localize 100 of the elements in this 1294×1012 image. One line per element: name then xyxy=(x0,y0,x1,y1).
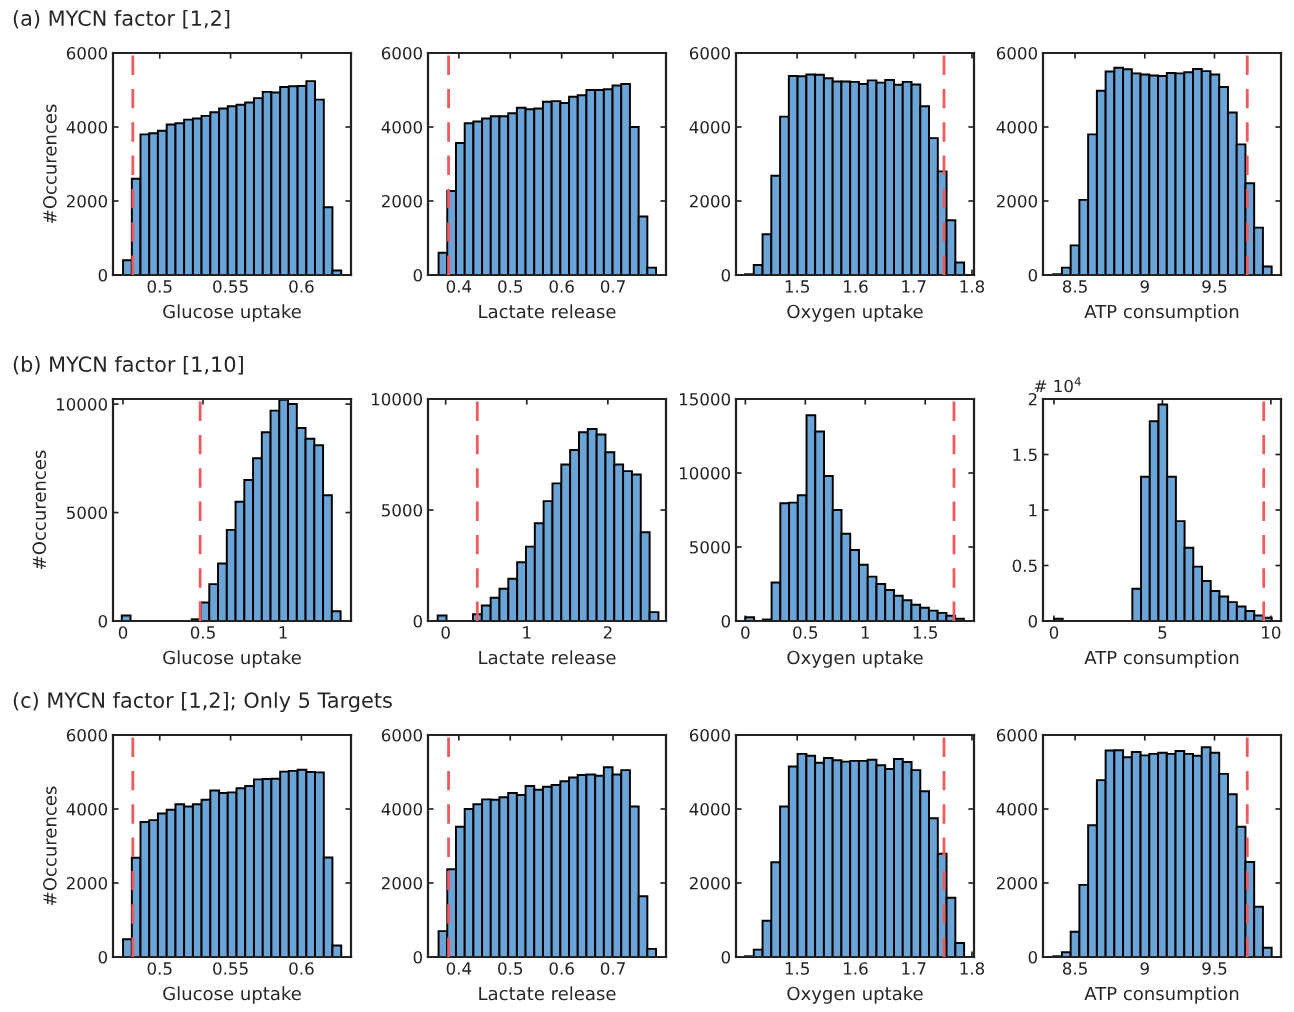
y-tick-label: 0 xyxy=(1028,614,1038,628)
x-axis-title: Oxygen uptake xyxy=(787,986,923,1004)
y-tick-label: 4000 xyxy=(66,802,108,816)
x-tick-label: 9 xyxy=(1140,962,1149,975)
y-tick-label: 1 xyxy=(1029,504,1037,517)
x-tick-label: 1.6 xyxy=(844,962,868,975)
x-tick-label: 0.5 xyxy=(498,962,523,975)
y-tick-label: 2000 xyxy=(66,194,108,208)
y-tick-label: 5000 xyxy=(690,540,731,554)
x-axis-title: Oxygen uptake xyxy=(787,304,923,322)
x-axis-title: Oxygen uptake xyxy=(787,650,923,668)
x-tick-label: 1 xyxy=(861,626,870,639)
y-tick-label: 0 xyxy=(721,950,731,964)
y-tick-label: 4000 xyxy=(689,120,731,134)
x-axis-title: Glucose uptake xyxy=(163,986,301,1004)
y-tick-label: 4000 xyxy=(689,802,731,816)
y-tick-label: 10000 xyxy=(371,392,423,406)
x-tick-label: 0.5 xyxy=(498,280,523,293)
y-tick-label: 0 xyxy=(413,614,423,628)
x-tick-label: 0.55 xyxy=(213,280,248,293)
y-tick-label: 2000 xyxy=(689,194,731,208)
y-tick-label: 4000 xyxy=(996,120,1038,134)
chart-title: (c) MYCN factor [1,2]; Only 5 Targets xyxy=(13,691,392,713)
x-tick-label: 1.7 xyxy=(902,280,926,293)
x-tick-label: 10 xyxy=(1262,626,1281,639)
y-tick-label: 1.5 xyxy=(1013,448,1037,462)
x-tick-label: 0.6 xyxy=(289,280,314,293)
y-tick-label: 2000 xyxy=(381,194,423,208)
y-tick-label: 2000 xyxy=(66,876,108,890)
x-axis-title: ATP consumption xyxy=(1084,986,1239,1004)
x-tick-label: 0 xyxy=(741,626,750,639)
x-tick-label: 1.5 xyxy=(913,626,937,639)
x-tick-label: 0.4 xyxy=(446,962,472,975)
y-tick-label: 6000 xyxy=(996,46,1038,60)
x-tick-label: 8.5 xyxy=(1062,962,1087,975)
x-tick-label: 5 xyxy=(1158,626,1167,639)
y-tick-label: 0 xyxy=(98,950,108,964)
y-tick-label: 4000 xyxy=(381,802,423,816)
x-tick-label: 0.55 xyxy=(213,962,248,975)
x-tick-label: 0 xyxy=(118,626,128,639)
x-tick-label: 1.8 xyxy=(960,962,985,975)
y-axis-title: #Occurences xyxy=(43,786,57,905)
x-tick-label: 0.7 xyxy=(600,280,625,293)
y-tick-label: 5000 xyxy=(67,506,108,520)
x-axis-title: Glucose uptake xyxy=(163,304,301,322)
x-tick-label: 1 xyxy=(279,626,287,639)
y-tick-label: 6000 xyxy=(381,46,423,60)
y-tick-label: 6000 xyxy=(66,728,108,742)
x-tick-label: 1.5 xyxy=(785,962,809,975)
y-tick-label: 2000 xyxy=(996,194,1038,208)
y-tick-label: 10000 xyxy=(56,398,108,411)
y-tick-label: 0.5 xyxy=(1012,559,1037,573)
y-tick-label: 0 xyxy=(98,614,108,628)
x-tick-label: 0.5 xyxy=(147,962,172,975)
y-tick-label: 4000 xyxy=(381,120,423,134)
x-tick-label: 0 xyxy=(441,626,450,639)
x-axis-title: Glucose uptake xyxy=(163,650,301,668)
y-tick-label: 0 xyxy=(413,268,423,282)
y-tick-label: 2000 xyxy=(996,876,1038,890)
x-axis-title: ATP consumption xyxy=(1084,304,1239,322)
x-axis-title: ATP consumption xyxy=(1084,650,1239,668)
x-tick-label: 0.5 xyxy=(793,626,818,639)
x-tick-label: 0.6 xyxy=(289,962,314,975)
y-tick-label: 6000 xyxy=(66,46,108,60)
y-tick-label: 6000 xyxy=(996,728,1038,742)
text: # 10$^{4}$ xyxy=(1034,377,1081,393)
y-tick-label: 2 xyxy=(1028,392,1037,406)
x-tick-label: 0.5 xyxy=(190,626,215,639)
y-tick-label: 0 xyxy=(98,268,108,282)
y-tick-label: 6000 xyxy=(689,46,731,60)
x-tick-label: 8.5 xyxy=(1062,280,1087,293)
x-axis-title: Lactate release xyxy=(479,650,616,665)
x-tick-label: 1.7 xyxy=(902,962,926,975)
x-axis-title: Lactate release xyxy=(479,304,616,319)
y-tick-label: 4000 xyxy=(66,120,108,134)
y-tick-label: 0 xyxy=(413,950,423,964)
y-tick-label: 10000 xyxy=(679,466,731,480)
y-tick-label: 6000 xyxy=(381,728,423,742)
y-tick-label: 6000 xyxy=(689,728,731,742)
x-tick-label: 2 xyxy=(603,626,612,639)
x-tick-label: 1 xyxy=(523,626,531,639)
y-tick-label: 4000 xyxy=(996,802,1038,816)
x-axis-title: Lactate release xyxy=(479,986,616,1001)
x-tick-label: 0 xyxy=(1049,626,1059,639)
x-tick-label: 0.7 xyxy=(600,962,625,975)
y-tick-label: 0 xyxy=(721,614,731,628)
x-tick-label: 0.5 xyxy=(147,280,172,293)
x-tick-label: 1.8 xyxy=(960,280,985,293)
y-axis-title: #Occurences xyxy=(32,450,47,569)
y-axis-title: #Occurences xyxy=(43,104,57,223)
y-tick-label: 0 xyxy=(1028,268,1038,282)
x-tick-label: 1.5 xyxy=(785,280,809,293)
y-tick-label: 2000 xyxy=(381,876,423,890)
chart-title: (a) MYCN factor [1,2] xyxy=(13,9,230,29)
y-tick-label: 5000 xyxy=(382,503,423,517)
x-tick-label: 0.6 xyxy=(549,280,574,293)
x-tick-label: 9 xyxy=(1140,280,1149,293)
x-tick-label: 9.5 xyxy=(1202,280,1227,293)
x-tick-label: 9.5 xyxy=(1202,962,1227,975)
x-tick-label: 0.4 xyxy=(446,280,472,293)
